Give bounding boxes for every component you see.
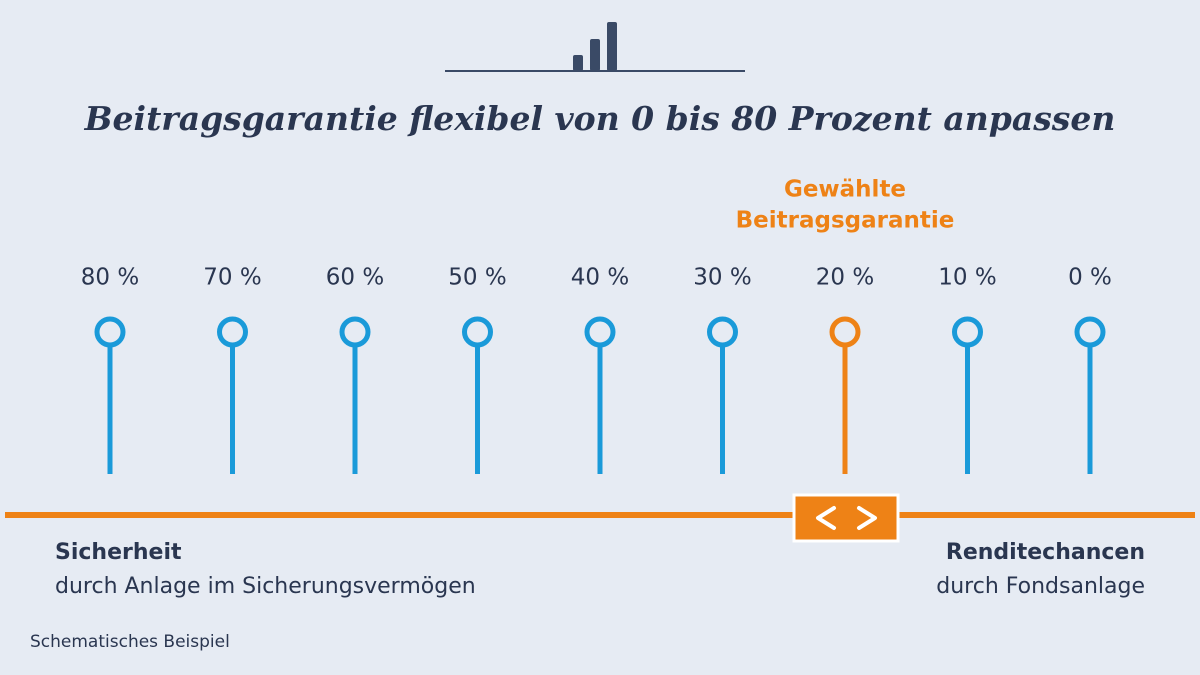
- icon: [573, 22, 617, 71]
- right-heading: Renditechancen: [946, 540, 1145, 565]
- option-label: 30 %: [693, 265, 751, 291]
- pin-head: [1074, 316, 1106, 348]
- title: Beitragsgarantie flexibel von 0 bis 80 P…: [84, 99, 1116, 138]
- pin-head: [952, 316, 983, 348]
- option-label: 10 %: [938, 265, 996, 291]
- selected-label: Gewählte: [784, 177, 906, 203]
- left-text: durch Anlage im Sicherungsvermögen: [55, 574, 476, 599]
- right-text: durch Fondsanlage: [936, 574, 1145, 599]
- pin-head: [94, 316, 126, 348]
- option-label: 60 %: [326, 265, 384, 291]
- pin-head: [462, 316, 493, 348]
- left-heading: Sicherheit: [55, 540, 182, 565]
- pin-head: [217, 316, 248, 348]
- track: [5, 512, 1195, 518]
- pin-head: [584, 316, 616, 348]
- selected-label: Beitragsgarantie: [736, 208, 955, 234]
- pin-head: [339, 316, 371, 348]
- option-label: 0 %: [1068, 265, 1112, 291]
- option-label: 70 %: [203, 265, 261, 291]
- pin-head: [707, 316, 738, 348]
- option-label: 20 %: [816, 265, 874, 291]
- slider-handle[interactable]: [792, 493, 900, 543]
- option-label: 40 %: [571, 265, 629, 291]
- option-label: 50 %: [448, 265, 506, 291]
- footnote: Schematisches Beispiel: [30, 632, 230, 652]
- pin-head: [829, 316, 861, 348]
- option-label: 80 %: [81, 265, 139, 291]
